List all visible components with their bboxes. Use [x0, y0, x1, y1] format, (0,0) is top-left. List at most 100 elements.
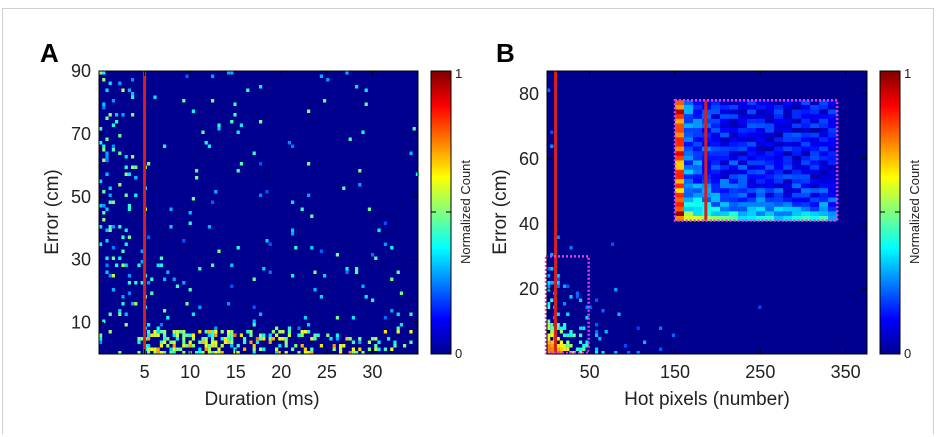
heatmap-cell [108, 225, 112, 229]
heatmap-cell [239, 162, 243, 166]
heatmap-cell [115, 113, 119, 117]
heatmap-cell [358, 337, 362, 341]
heatmap-cell [118, 134, 122, 138]
heatmap-cell [259, 337, 263, 341]
x-tick-label-a: 20 [271, 362, 291, 382]
heatmap-cell [396, 270, 400, 274]
heatmap-cell [105, 207, 109, 211]
heatmap-cell [214, 344, 218, 348]
heatmap-cell [227, 71, 231, 75]
heatmap-cell [102, 319, 106, 323]
heatmap-cell [111, 99, 115, 103]
heatmap-cell [188, 288, 192, 292]
heatmap-cell [351, 347, 355, 351]
heatmap-cell [252, 347, 256, 351]
heatmap-cell [163, 340, 167, 344]
heatmap-cell [102, 102, 106, 106]
heatmap-cell [403, 344, 407, 348]
heatmap-cell [111, 274, 115, 278]
heatmap-cell [121, 263, 125, 267]
heatmap-cell [124, 242, 128, 246]
heatmap-cell [108, 186, 112, 190]
heatmap-cell [339, 351, 343, 355]
heatmap-cell [127, 88, 131, 92]
heatmap-cell [163, 144, 167, 148]
heatmap-cell [153, 330, 157, 334]
heatmap-cell [281, 337, 285, 341]
heatmap-cell [329, 337, 333, 341]
heatmap-cell [262, 333, 266, 337]
heatmap-cell [351, 351, 355, 355]
heatmap-cell [355, 267, 359, 271]
heatmap-cells-a [99, 71, 419, 355]
heatmap-cell [211, 344, 215, 348]
heatmap-cell [156, 263, 160, 267]
heatmap-cell [316, 333, 320, 337]
heatmap-cell [278, 337, 282, 341]
heatmap-cell [182, 333, 186, 337]
heatmap-cell [108, 81, 112, 85]
heatmap-cell [121, 295, 125, 299]
heatmap-cell [166, 337, 170, 341]
heatmap-cell [159, 263, 163, 267]
heatmap-cell [111, 256, 115, 260]
heatmap-cell [278, 351, 282, 355]
heatmap-cell [278, 344, 282, 348]
heatmap-cell [374, 344, 378, 348]
heatmap-cell [371, 298, 375, 302]
x-tick-label-a: 5 [140, 362, 150, 382]
heatmap-cell [243, 347, 247, 351]
heatmap-cell [383, 316, 387, 320]
heatmap-cell [233, 113, 237, 117]
heatmap-cell [393, 344, 397, 348]
heatmap-cell [342, 186, 346, 190]
heatmap-cell [284, 340, 288, 344]
heatmap-cell [236, 344, 240, 348]
heatmap-cell [265, 239, 269, 243]
heatmap-cell [111, 144, 115, 148]
heatmap-cell [303, 351, 307, 355]
heatmap-cell [118, 351, 122, 355]
heatmap-cell [102, 71, 106, 75]
heatmap-cell [335, 253, 339, 257]
heatmap-cell [252, 305, 256, 309]
heatmap-cell [399, 291, 403, 295]
heatmap-cell [198, 347, 202, 351]
heatmap-cell [105, 137, 109, 141]
heatmap-cell [102, 190, 106, 194]
heatmap-cell [137, 351, 141, 355]
colorbar-label-a: Normalized Count [458, 160, 473, 264]
heatmap-cell [204, 337, 208, 341]
heatmap-cell [396, 312, 400, 316]
heatmap-cell [163, 330, 167, 334]
heatmap-cell [156, 326, 160, 330]
heatmap-cell [233, 351, 237, 355]
heatmap-cell [287, 333, 291, 337]
heatmap-cell [201, 340, 205, 344]
heatmap-cell [230, 120, 234, 124]
heatmap-cell [105, 172, 109, 176]
heatmap-cell [284, 337, 288, 341]
heatmap-cell [118, 151, 122, 155]
heatmap-cell [147, 330, 151, 334]
heatmap-cell [163, 277, 167, 281]
heatmap-cell [169, 347, 173, 351]
heatmap-cell [217, 351, 221, 355]
heatmap-cell [300, 330, 304, 334]
heatmap-cell [131, 92, 135, 96]
heatmap-cell [150, 347, 154, 351]
heatmap-cell [118, 183, 122, 187]
heatmap-cell [313, 288, 317, 292]
heatmap-cell [207, 344, 211, 348]
heatmap-cell [159, 323, 163, 327]
heatmap-cell [335, 333, 339, 337]
figure-frame [2, 8, 934, 434]
heatmap-cell [102, 218, 106, 222]
heatmap-cell [246, 330, 250, 334]
heatmap-cell [323, 274, 327, 278]
heatmap-cell [111, 123, 115, 127]
heatmap-cell [111, 225, 115, 229]
heatmap-cell [166, 344, 170, 348]
heatmap-cell [265, 190, 269, 194]
heatmap-cell [275, 333, 279, 337]
